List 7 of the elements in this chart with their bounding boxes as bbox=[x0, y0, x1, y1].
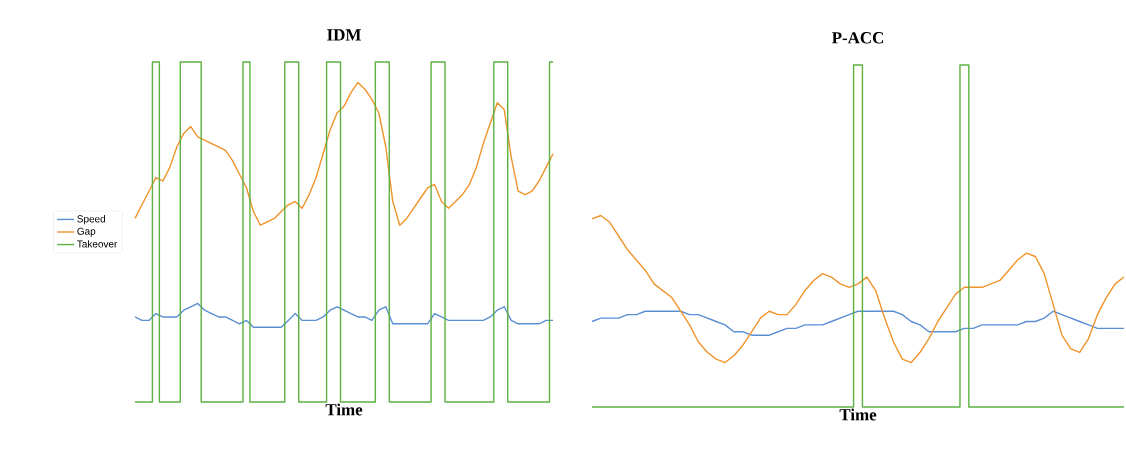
chart-title: IDM bbox=[327, 29, 361, 41]
x-axis-title: Time bbox=[839, 408, 877, 421]
x-axis-title: Time bbox=[325, 403, 363, 416]
chart-title: P-ACC bbox=[831, 32, 884, 44]
legend-label: Takeover bbox=[77, 240, 118, 248]
legend-label: Gap bbox=[77, 227, 96, 237]
legend-label: Speed bbox=[77, 215, 106, 225]
